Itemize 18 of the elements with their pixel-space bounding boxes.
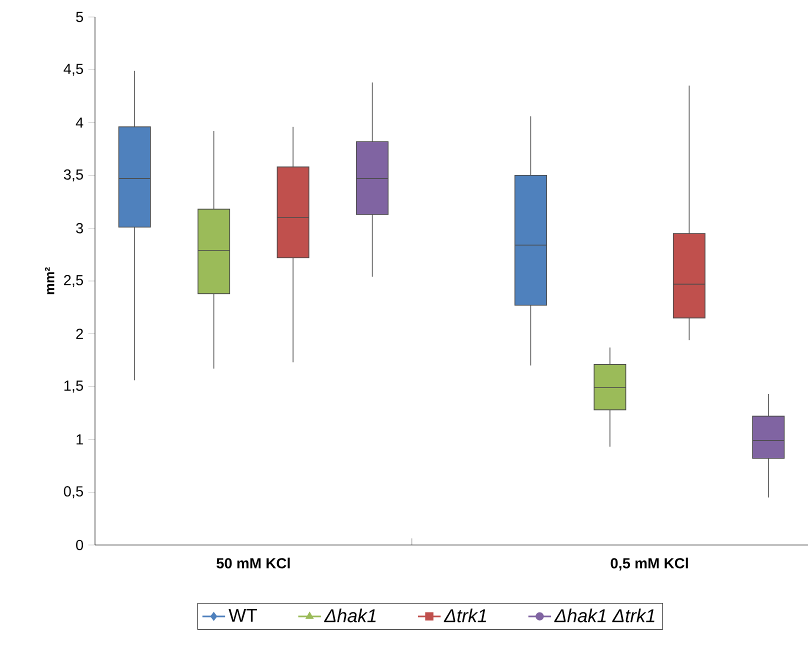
legend-label: Δtrk1 bbox=[444, 608, 486, 622]
x-tick-label: 0,5 mM KCl bbox=[610, 558, 688, 571]
y-tick-label: 3 bbox=[76, 223, 83, 234]
y-tick-label: 1 bbox=[76, 434, 83, 444]
y-tick-label: 5 bbox=[76, 12, 84, 22]
x-tick-label: 50 mM KCl bbox=[216, 558, 290, 568]
y-tick-label: 1,5 bbox=[64, 380, 84, 393]
legend-label: WT bbox=[228, 609, 258, 622]
y-axis-title: mm² bbox=[44, 267, 54, 294]
y-tick-label: 0 bbox=[76, 540, 84, 550]
legend-label: Δhak1 bbox=[324, 608, 376, 622]
y-tick-label: 4 bbox=[76, 118, 84, 128]
y-tick-label: 2 bbox=[76, 328, 83, 339]
y-tick-label: 2,5 bbox=[64, 274, 84, 288]
y-tick-label: 0,5 bbox=[64, 486, 84, 498]
legend-label: Δhak1 Δtrk1 bbox=[554, 608, 654, 622]
y-tick-label: 3,5 bbox=[64, 169, 84, 182]
y-tick-label: 4,5 bbox=[64, 64, 84, 76]
